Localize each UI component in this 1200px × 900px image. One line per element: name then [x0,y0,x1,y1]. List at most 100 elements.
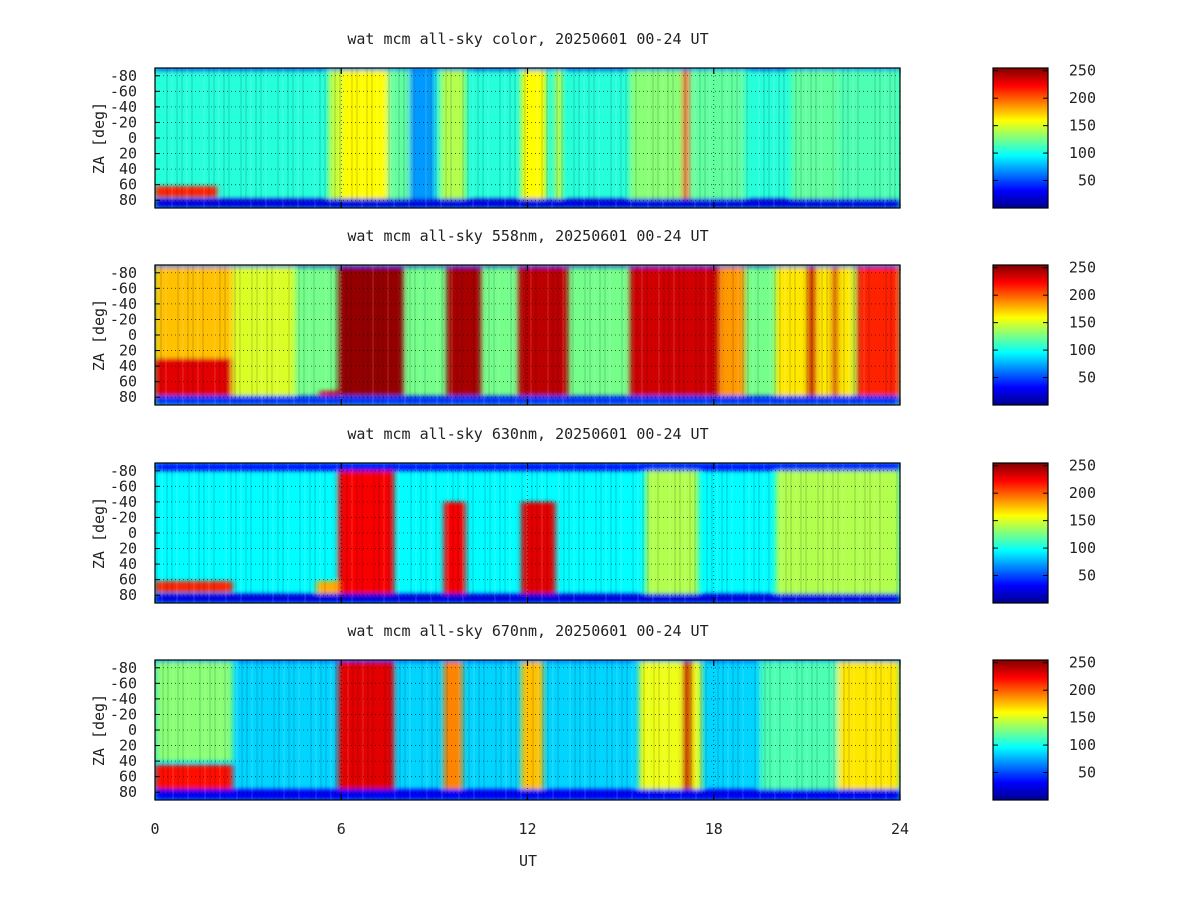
heatmap-region [791,69,838,205]
heatmap-region [155,765,233,791]
heatmap-region [806,266,817,396]
heatmap-region [521,501,556,594]
colorbar: 50 100 150 200 250 [992,654,1096,801]
y-tick-label: -20 [110,113,137,131]
y-tick-label: -20 [110,705,137,723]
y-tick-label: 80 [119,783,137,801]
heatmap-region [629,69,683,205]
y-tick-label: 40 [119,160,137,178]
colorbar-tick-label: 50 [1078,764,1096,782]
y-tick-label: -60 [110,279,137,297]
y-tick-label: 80 [119,388,137,406]
y-tick-label: 60 [119,176,137,194]
y-tick-label: -40 [110,493,137,511]
y-tick-label: 20 [119,540,137,558]
x-tick-label: 12 [518,820,536,838]
x-axis-label: UT [519,852,537,870]
colorbar-gradient [992,659,1049,801]
heatmap-region [319,391,339,396]
panel-title: wat mcm all-sky 630nm, 20250601 00-24 UT [347,425,708,443]
heatmap-region [682,69,689,205]
y-axis-label: ZA [deg] [90,497,108,569]
y-tick-label: -60 [110,674,137,692]
y-tick-label: -60 [110,82,137,100]
heatmap-region [387,69,410,205]
colorbar-tick-label: 200 [1069,89,1096,107]
heatmap-region [521,661,544,791]
panel-3: wat mcm all-sky 630nm, 20250601 00-24 UT… [90,425,1096,604]
y-tick-label: 60 [119,373,137,391]
panel-2: wat mcm all-sky 558nm, 20250601 00-24 UT… [90,227,1096,406]
shared-x-axis: UT 0 6 12 18 24 [150,820,909,870]
colorbar-tick-label: 250 [1069,654,1096,672]
y-tick-label: 60 [119,768,137,786]
heatmap-region [440,69,466,205]
y-tick-label: 0 [128,721,137,739]
heatmap-region [232,266,295,402]
heatmap-region [155,186,218,198]
y-axis-label: ZA [deg] [90,299,108,371]
y-tick-label: -60 [110,477,137,495]
colorbar-gradient [992,462,1049,604]
x-tick-label: 6 [337,820,346,838]
heatmap-region [338,470,395,594]
y-tick-label: -80 [110,264,137,282]
heatmap-region [629,266,720,396]
heatmap-region [155,581,233,593]
y-tick-label: 60 [119,571,137,589]
panels: wat mcm all-sky color, 20250601 00-24 UT… [90,30,1096,801]
heatmap-region [155,358,233,396]
y-axis-label: ZA [deg] [90,694,108,766]
heatmap-region [316,581,339,594]
heatmap-region [155,661,233,762]
colorbar-tick-label: 150 [1069,512,1096,530]
y-tick-label: 80 [119,191,137,209]
colorbar-tick-label: 250 [1069,457,1096,475]
colorbar-gradient [992,67,1049,209]
heatmap-region [328,69,342,205]
colorbar-tick-label: 150 [1069,709,1096,727]
heatmap-region [719,266,745,396]
y-tick-label: -40 [110,690,137,708]
y-tick-label: 80 [119,586,137,604]
heatmap-region [856,266,900,396]
y-tick-label: -40 [110,295,137,313]
y-axis-label: ZA [deg] [90,102,108,174]
colorbar-tick-label: 50 [1078,567,1096,585]
heatmap-region [521,69,547,205]
heatmap-region [682,661,693,791]
y-tick-label: -20 [110,508,137,526]
heatmap-region [338,266,404,396]
heatmap-region [443,501,466,594]
colorbar-tick-label: 100 [1069,539,1096,557]
colorbar-tick-label: 200 [1069,484,1096,502]
colorbar-tick-label: 250 [1069,259,1096,277]
y-tick-label: -80 [110,67,137,85]
y-tick-label: 20 [119,342,137,360]
colorbar-tick-label: 100 [1069,736,1096,754]
x-tick-label: 0 [150,820,159,838]
y-tick-label: -20 [110,310,137,328]
colorbar-tick-label: 50 [1078,369,1096,387]
y-tick-label: 0 [128,129,137,147]
colorbar-tick-label: 250 [1069,62,1096,80]
heatmap-region [831,266,838,396]
panel-title: wat mcm all-sky 670nm, 20250601 00-24 UT [347,622,708,640]
colorbar-tick-label: 150 [1069,117,1096,135]
colorbar-tick-label: 100 [1069,341,1096,359]
heatmap-region [837,69,900,205]
x-tick-label: 24 [891,820,909,838]
heatmap-region [555,69,562,205]
colorbar-tick-label: 200 [1069,681,1096,699]
y-tick-label: 0 [128,326,137,344]
y-tick-label: 0 [128,524,137,542]
y-tick-label: 20 [119,145,137,163]
colorbar-tick-label: 50 [1078,172,1096,190]
colorbar-tick-label: 100 [1069,144,1096,162]
y-tick-label: -40 [110,98,137,116]
y-tick-label: 40 [119,357,137,375]
x-tick-label: 18 [705,820,723,838]
heatmap-region [760,661,838,791]
